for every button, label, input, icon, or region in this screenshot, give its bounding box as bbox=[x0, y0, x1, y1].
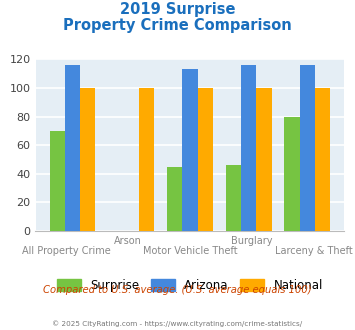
Text: Larceny & Theft: Larceny & Theft bbox=[274, 246, 353, 256]
Bar bbox=[256, 88, 272, 231]
Text: Burglary: Burglary bbox=[231, 236, 272, 246]
Bar bbox=[284, 116, 300, 231]
Bar bbox=[315, 88, 330, 231]
Text: Compared to U.S. average. (U.S. average equals 100): Compared to U.S. average. (U.S. average … bbox=[43, 285, 312, 295]
Bar bbox=[65, 65, 80, 231]
Bar bbox=[241, 65, 256, 231]
Legend: Surprise, Arizona, National: Surprise, Arizona, National bbox=[52, 275, 328, 297]
Bar bbox=[50, 131, 65, 231]
Text: All Property Crime: All Property Crime bbox=[22, 246, 111, 256]
Bar bbox=[198, 88, 213, 231]
Text: Property Crime Comparison: Property Crime Comparison bbox=[63, 18, 292, 33]
Text: © 2025 CityRating.com - https://www.cityrating.com/crime-statistics/: © 2025 CityRating.com - https://www.city… bbox=[53, 320, 302, 327]
Bar bbox=[226, 165, 241, 231]
Text: 2019 Surprise: 2019 Surprise bbox=[120, 2, 235, 16]
Bar bbox=[182, 69, 198, 231]
Bar bbox=[139, 88, 154, 231]
Text: Motor Vehicle Theft: Motor Vehicle Theft bbox=[143, 246, 237, 256]
Text: Arson: Arson bbox=[114, 236, 142, 246]
Bar bbox=[167, 167, 182, 231]
Bar bbox=[300, 65, 315, 231]
Bar bbox=[80, 88, 95, 231]
